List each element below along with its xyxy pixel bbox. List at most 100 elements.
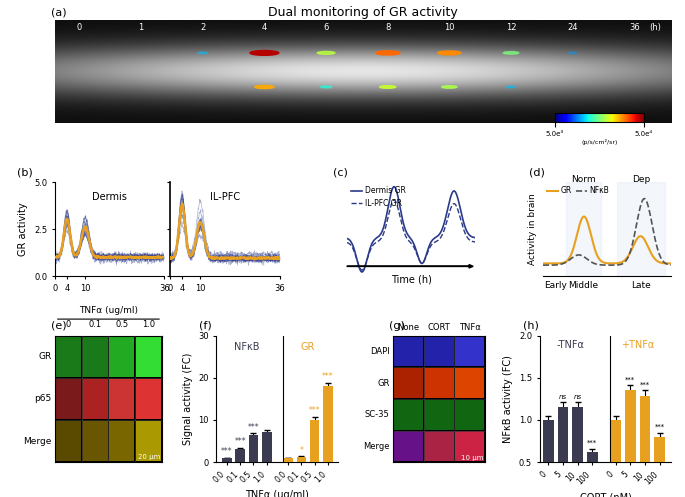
Text: SC-35: SC-35 bbox=[365, 410, 390, 419]
Bar bbox=[425, 431, 453, 461]
Text: 8: 8 bbox=[385, 23, 390, 32]
Text: GR: GR bbox=[301, 342, 315, 352]
Text: ***: *** bbox=[587, 440, 597, 446]
Text: *: * bbox=[299, 446, 303, 455]
Text: (b): (b) bbox=[17, 167, 33, 177]
Text: (e): (e) bbox=[51, 321, 67, 331]
GR bbox=[539, 260, 547, 266]
Text: DAPI: DAPI bbox=[370, 347, 390, 356]
Bar bbox=[456, 336, 484, 366]
Circle shape bbox=[442, 85, 457, 88]
Bar bbox=[456, 431, 484, 461]
Text: (a): (a) bbox=[51, 7, 67, 17]
Text: 6: 6 bbox=[323, 23, 329, 32]
Bar bbox=[55, 379, 81, 419]
Text: 2: 2 bbox=[200, 23, 206, 32]
Bar bbox=[394, 431, 423, 461]
Text: GR: GR bbox=[377, 379, 390, 388]
Line: GR: GR bbox=[543, 217, 671, 263]
Text: 10: 10 bbox=[444, 23, 455, 32]
Bar bbox=[297, 457, 306, 462]
Text: ns: ns bbox=[559, 394, 567, 400]
GR bbox=[645, 245, 653, 250]
Bar bbox=[573, 408, 583, 497]
Text: Norm: Norm bbox=[571, 175, 596, 184]
Bar bbox=[82, 337, 108, 377]
Text: (c): (c) bbox=[334, 167, 348, 177]
Circle shape bbox=[317, 51, 335, 54]
Y-axis label: GR activity: GR activity bbox=[18, 202, 29, 256]
Bar bbox=[136, 379, 161, 419]
Bar bbox=[456, 400, 484, 429]
Bar bbox=[640, 396, 650, 497]
Text: ***: *** bbox=[309, 407, 321, 415]
Bar bbox=[543, 420, 553, 497]
Text: ***: *** bbox=[221, 447, 233, 456]
Circle shape bbox=[506, 86, 516, 88]
Bar bbox=[394, 400, 423, 429]
X-axis label: CORT (nM): CORT (nM) bbox=[580, 492, 632, 497]
Text: NFκB: NFκB bbox=[234, 342, 260, 352]
Circle shape bbox=[438, 51, 461, 55]
Text: (h): (h) bbox=[649, 23, 662, 32]
Bar bbox=[222, 458, 232, 462]
Title: Dual monitoring of GR activity: Dual monitoring of GR activity bbox=[268, 5, 458, 19]
Bar bbox=[617, 182, 665, 276]
Text: ns: ns bbox=[573, 394, 582, 400]
NFκB bbox=[640, 196, 649, 202]
Text: 24: 24 bbox=[567, 23, 578, 32]
Text: ***: *** bbox=[640, 382, 650, 388]
Text: CORT: CORT bbox=[427, 323, 450, 332]
NFκB bbox=[539, 262, 547, 268]
Circle shape bbox=[255, 85, 274, 88]
Text: 0.1: 0.1 bbox=[88, 320, 101, 329]
Circle shape bbox=[375, 51, 400, 55]
GR bbox=[615, 260, 623, 266]
Bar bbox=[394, 368, 423, 398]
Text: TNFα (ug/ml): TNFα (ug/ml) bbox=[79, 306, 138, 315]
GR bbox=[608, 260, 616, 266]
Y-axis label: NFκB activity (FC): NFκB activity (FC) bbox=[503, 355, 513, 443]
Bar bbox=[566, 182, 601, 276]
Text: None: None bbox=[397, 323, 419, 332]
Text: p65: p65 bbox=[34, 395, 51, 404]
NFκB bbox=[645, 204, 653, 210]
GR bbox=[580, 214, 588, 220]
Bar bbox=[558, 408, 569, 497]
Text: 1.0: 1.0 bbox=[142, 320, 155, 329]
Bar bbox=[249, 435, 258, 462]
Text: ***: *** bbox=[655, 424, 664, 430]
Bar bbox=[82, 421, 108, 461]
Bar bbox=[425, 368, 453, 398]
GR bbox=[667, 260, 675, 266]
Circle shape bbox=[569, 52, 577, 54]
Text: GR: GR bbox=[38, 352, 51, 361]
Bar bbox=[82, 379, 108, 419]
Text: Time (h): Time (h) bbox=[390, 274, 432, 284]
NFκB bbox=[664, 261, 673, 267]
Line: NFκB: NFκB bbox=[543, 199, 671, 265]
Text: IL-PFC: IL-PFC bbox=[210, 192, 240, 202]
Bar bbox=[323, 386, 333, 462]
X-axis label: TNFα (ug/ml): TNFα (ug/ml) bbox=[245, 491, 310, 497]
Text: (g): (g) bbox=[389, 321, 405, 331]
Text: 0: 0 bbox=[66, 320, 71, 329]
Bar bbox=[283, 458, 292, 462]
Text: Dermis: Dermis bbox=[92, 192, 127, 202]
Text: ***: *** bbox=[625, 377, 636, 383]
Bar bbox=[587, 452, 597, 497]
Text: ***: *** bbox=[322, 372, 334, 381]
Circle shape bbox=[379, 85, 396, 88]
GR bbox=[600, 259, 608, 265]
Circle shape bbox=[250, 51, 279, 55]
Text: Dep: Dep bbox=[632, 175, 650, 184]
Bar bbox=[55, 337, 81, 377]
Text: 4: 4 bbox=[262, 23, 267, 32]
Text: ***: *** bbox=[247, 423, 259, 432]
Bar bbox=[235, 449, 245, 462]
Bar bbox=[109, 337, 134, 377]
Text: 0: 0 bbox=[77, 23, 82, 32]
Text: 12: 12 bbox=[506, 23, 516, 32]
Bar bbox=[425, 400, 453, 429]
Text: 1: 1 bbox=[138, 23, 144, 32]
